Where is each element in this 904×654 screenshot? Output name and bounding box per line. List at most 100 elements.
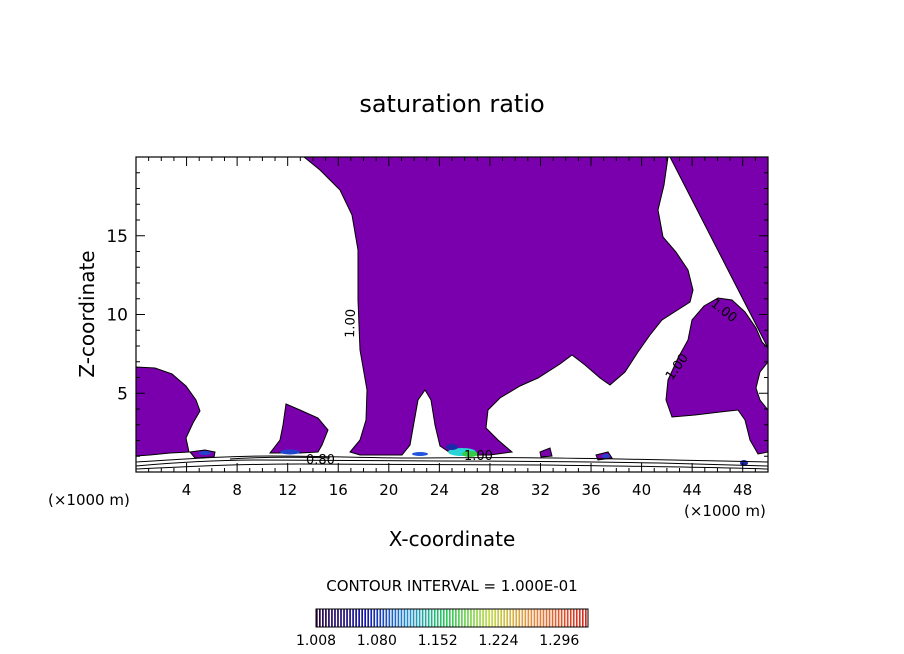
chart-title: saturation ratio <box>359 90 544 118</box>
colorbar-stripe <box>464 609 466 627</box>
colorbar-stripe <box>322 609 324 627</box>
supersaturation-blobs <box>199 444 748 466</box>
colorbar-stripe <box>524 609 527 627</box>
colorbar-stripe <box>415 609 418 627</box>
colorbar-stripe <box>430 609 433 627</box>
colorbar-labels: 1.008 1.080 1.152 1.224 1.296 <box>296 633 579 649</box>
colorbar-stripe <box>382 609 385 627</box>
colorbar-stripe <box>319 609 321 627</box>
colorbar-stripe <box>436 609 439 627</box>
colorbar-stripe <box>409 609 412 627</box>
colorbar-stripe <box>545 609 548 627</box>
x-tick-label: 36 <box>581 481 600 499</box>
colorbar-stripe <box>452 609 454 627</box>
colorbar-stripe <box>346 609 348 627</box>
saturated-regions <box>135 156 769 461</box>
colorbar-stripe <box>581 609 584 627</box>
colorbar-stripe <box>482 609 484 627</box>
colorbar-stripe <box>448 609 451 627</box>
region-central-column <box>302 156 694 456</box>
colorbar-stripe <box>503 609 506 627</box>
colorbar-stripe <box>479 609 481 627</box>
colorbar-stripe <box>539 609 542 627</box>
x-unit-left: (×1000 m) <box>48 491 130 509</box>
colorbar-stripe <box>551 609 554 627</box>
colorbar-stripe <box>424 609 427 627</box>
colorbar-stripe <box>394 609 397 627</box>
colorbar-stripe <box>554 609 557 627</box>
colorbar-stripe <box>367 609 370 627</box>
y-tick-label: 15 <box>106 227 128 247</box>
colorbar-stripe <box>533 609 536 627</box>
colorbar-stripe <box>485 609 487 627</box>
colorbar-stripe <box>352 609 354 627</box>
x-axis-label: X-coordinate <box>389 527 516 551</box>
x-tick-labels: 4 8 12 16 20 24 28 32 36 40 44 48 <box>182 481 752 499</box>
y-tick-label: 5 <box>117 384 128 404</box>
colorbar-stripe <box>458 609 460 627</box>
colorbar-stripe <box>433 609 436 627</box>
colorbar-stripe <box>379 609 382 627</box>
colorbar-stripe <box>563 609 566 627</box>
x-tick-label: 40 <box>632 481 651 499</box>
colorbar-stripe <box>488 609 490 627</box>
colorbar-stripe <box>343 609 345 627</box>
blob-green-1 <box>462 451 478 457</box>
colorbar-stripe <box>349 609 351 627</box>
colorbar-stripe <box>497 609 499 627</box>
x-tick-label: 44 <box>683 481 702 499</box>
x-tick-label: 32 <box>531 481 550 499</box>
surface-contours <box>135 455 769 470</box>
x-tick-label: 28 <box>480 481 499 499</box>
x-tick-label: 20 <box>379 481 398 499</box>
colorbar-stripe <box>509 609 512 627</box>
colorbar-stripe <box>500 609 503 627</box>
colorbar-stripe <box>512 609 515 627</box>
colorbar-label: 1.080 <box>357 633 397 649</box>
colorbar-stripe <box>364 609 367 627</box>
plot-area: 1.00 1.00 1.00 0.80 1.00 <box>135 156 769 473</box>
x-tick-label: 16 <box>329 481 348 499</box>
colorbar-stripe <box>445 609 448 627</box>
colorbar-stripe <box>575 609 578 627</box>
region-small-right-2 <box>539 447 553 458</box>
colorbar-stripe <box>572 609 575 627</box>
blob-blue-6 <box>602 454 610 458</box>
colorbar-stripe <box>542 609 545 627</box>
contour-label: 1.00 <box>464 449 493 464</box>
colorbar-stripe <box>578 609 581 627</box>
y-tick-label: 10 <box>106 306 128 326</box>
colorbar-stripe <box>388 609 391 627</box>
colorbar-stripe <box>560 609 563 627</box>
colorbar-stripe <box>328 609 330 627</box>
colorbar-stripes <box>316 609 587 627</box>
y-axis-label: Z-coordinate <box>75 250 99 377</box>
colorbar-stripe <box>331 609 333 627</box>
region-left <box>135 366 201 457</box>
blob-blue-2 <box>280 449 300 455</box>
colorbar-stripe <box>391 609 394 627</box>
colorbar-stripe <box>548 609 551 627</box>
colorbar-stripe <box>518 609 521 627</box>
colorbar-stripe <box>334 609 336 627</box>
colorbar-stripe <box>569 609 572 627</box>
colorbar-stripe <box>406 609 409 627</box>
colorbar-stripe <box>473 609 475 627</box>
colorbar-stripe <box>373 609 376 627</box>
colorbar-label: 1.152 <box>418 633 458 649</box>
colorbar-stripe <box>530 609 533 627</box>
x-tick-label: 8 <box>232 481 242 499</box>
colorbar-frame <box>315 608 589 628</box>
blob-blue-4 <box>199 451 211 455</box>
colorbar-stripe <box>412 609 415 627</box>
colorbar-stripe <box>455 609 457 627</box>
tick-marks <box>136 157 768 472</box>
colorbar-stripe <box>491 609 493 627</box>
colorbar-stripe <box>427 609 430 627</box>
colorbar-stripe <box>325 609 327 627</box>
x-unit-right: (×1000 m) <box>684 502 766 520</box>
contour-label: 1.00 <box>343 309 359 338</box>
colorbar-label: 1.296 <box>539 633 579 649</box>
region-right <box>665 156 769 455</box>
